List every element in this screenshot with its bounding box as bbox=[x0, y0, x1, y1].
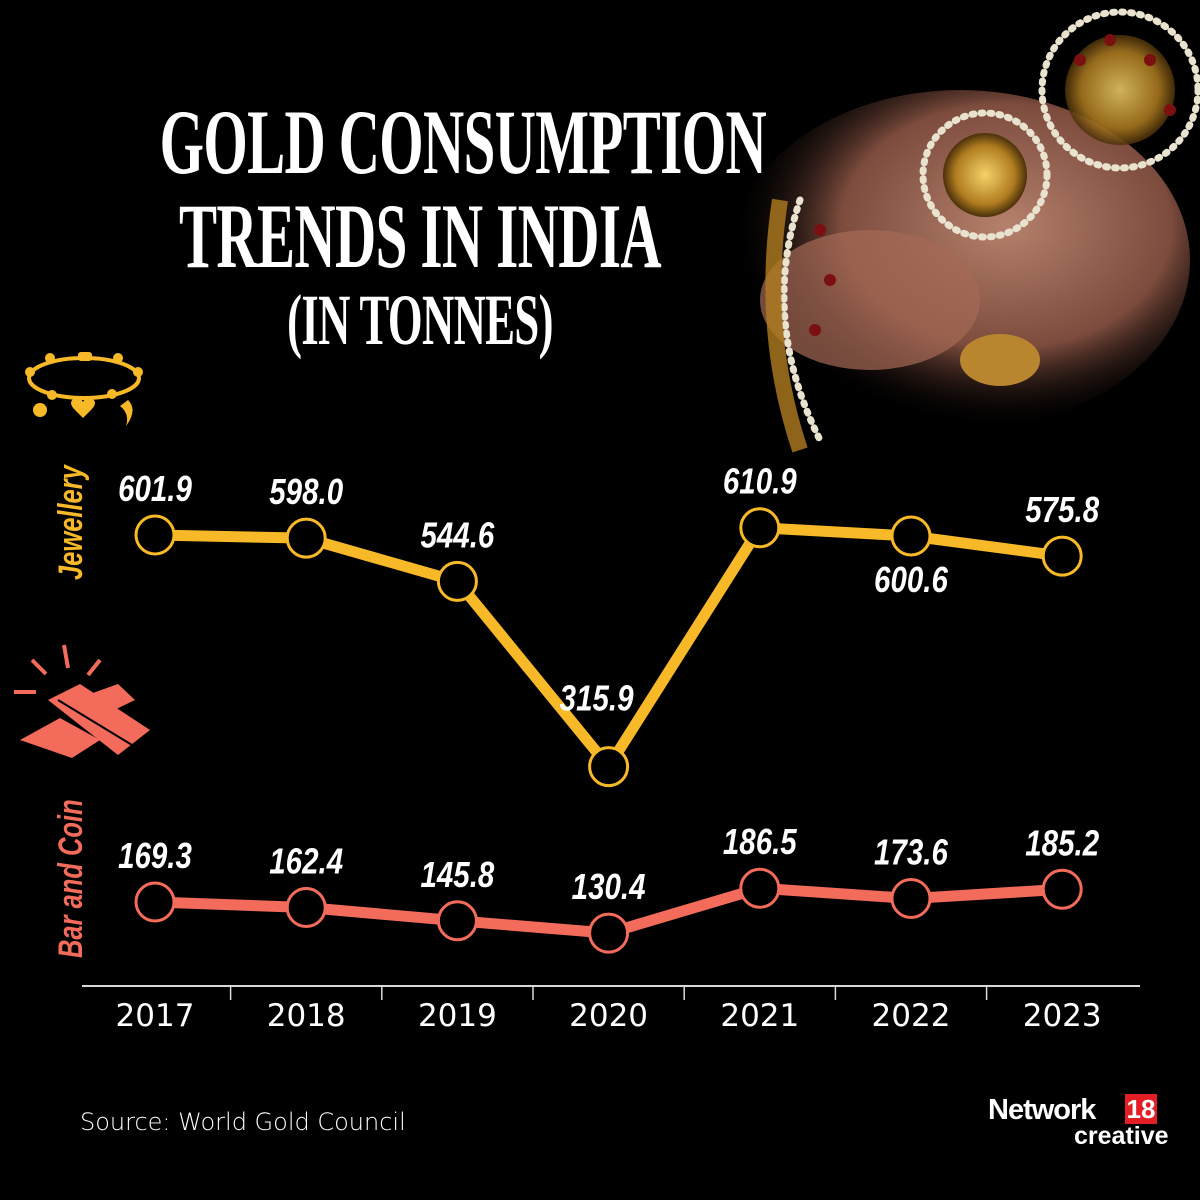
x-tick-label: 2019 bbox=[418, 998, 497, 1034]
data-point bbox=[134, 514, 176, 556]
gold-bars-icon bbox=[14, 644, 150, 758]
data-point bbox=[285, 517, 327, 559]
title-subtitle: (IN TONNES) bbox=[287, 280, 553, 360]
data-point bbox=[134, 881, 176, 923]
x-tick-label: 2021 bbox=[720, 998, 799, 1034]
data-label: 173.6 bbox=[874, 832, 948, 872]
data-point bbox=[890, 878, 932, 920]
data-point bbox=[890, 515, 932, 557]
title-line-2: TRENDS IN INDIA bbox=[179, 185, 662, 287]
data-point bbox=[436, 560, 478, 602]
data-point bbox=[285, 887, 327, 929]
data-label: 598.0 bbox=[269, 471, 343, 511]
network18-logo: Network 18 creative bbox=[988, 1094, 1169, 1154]
title-line-1: GOLD CONSUMPTION bbox=[159, 91, 767, 193]
data-point bbox=[739, 867, 781, 909]
data-label: 186.5 bbox=[723, 821, 797, 861]
data-point bbox=[1041, 868, 1083, 910]
data-point bbox=[588, 746, 630, 788]
series-bar_coin: 169.3 162.4 145.8 130.4 186.5 173.6 185.2 bbox=[118, 821, 1099, 954]
legend-bar-coin: Bar and Coin bbox=[53, 799, 90, 958]
series-jewellery: 601.9 598.0 544.6 315.9 610.9 600.6 575.8 bbox=[118, 461, 1100, 788]
data-label: 610.9 bbox=[723, 461, 797, 501]
data-label: 315.9 bbox=[560, 678, 634, 718]
data-label: 575.8 bbox=[1025, 489, 1099, 529]
data-label: 162.4 bbox=[269, 841, 343, 881]
bracelet-icon bbox=[25, 352, 143, 426]
data-label: 130.4 bbox=[572, 866, 646, 906]
source-note: Source: World Gold Council bbox=[80, 1108, 406, 1136]
data-point bbox=[739, 507, 781, 549]
data-label: 145.8 bbox=[420, 854, 494, 894]
x-tick-label: 2018 bbox=[267, 998, 346, 1034]
logo-network: Network bbox=[988, 1094, 1096, 1126]
data-label: 600.6 bbox=[874, 559, 948, 599]
data-label: 601.9 bbox=[118, 468, 192, 508]
x-tick-label: 2023 bbox=[1023, 998, 1102, 1034]
x-tick-label: 2020 bbox=[569, 998, 648, 1034]
data-point bbox=[588, 912, 630, 954]
data-point bbox=[1041, 535, 1083, 577]
logo-creative: creative bbox=[1074, 1122, 1169, 1150]
legend-jewellery: Jewellery bbox=[53, 464, 90, 580]
data-point bbox=[436, 900, 478, 942]
x-tick-label: 2017 bbox=[116, 998, 195, 1034]
logo-18: 18 bbox=[1125, 1094, 1157, 1124]
data-label: 185.2 bbox=[1025, 822, 1099, 862]
x-tick-label: 2022 bbox=[872, 998, 951, 1034]
data-label: 544.6 bbox=[420, 515, 494, 555]
data-label: 169.3 bbox=[118, 835, 192, 875]
jewellery-photo bbox=[730, 8, 1200, 453]
